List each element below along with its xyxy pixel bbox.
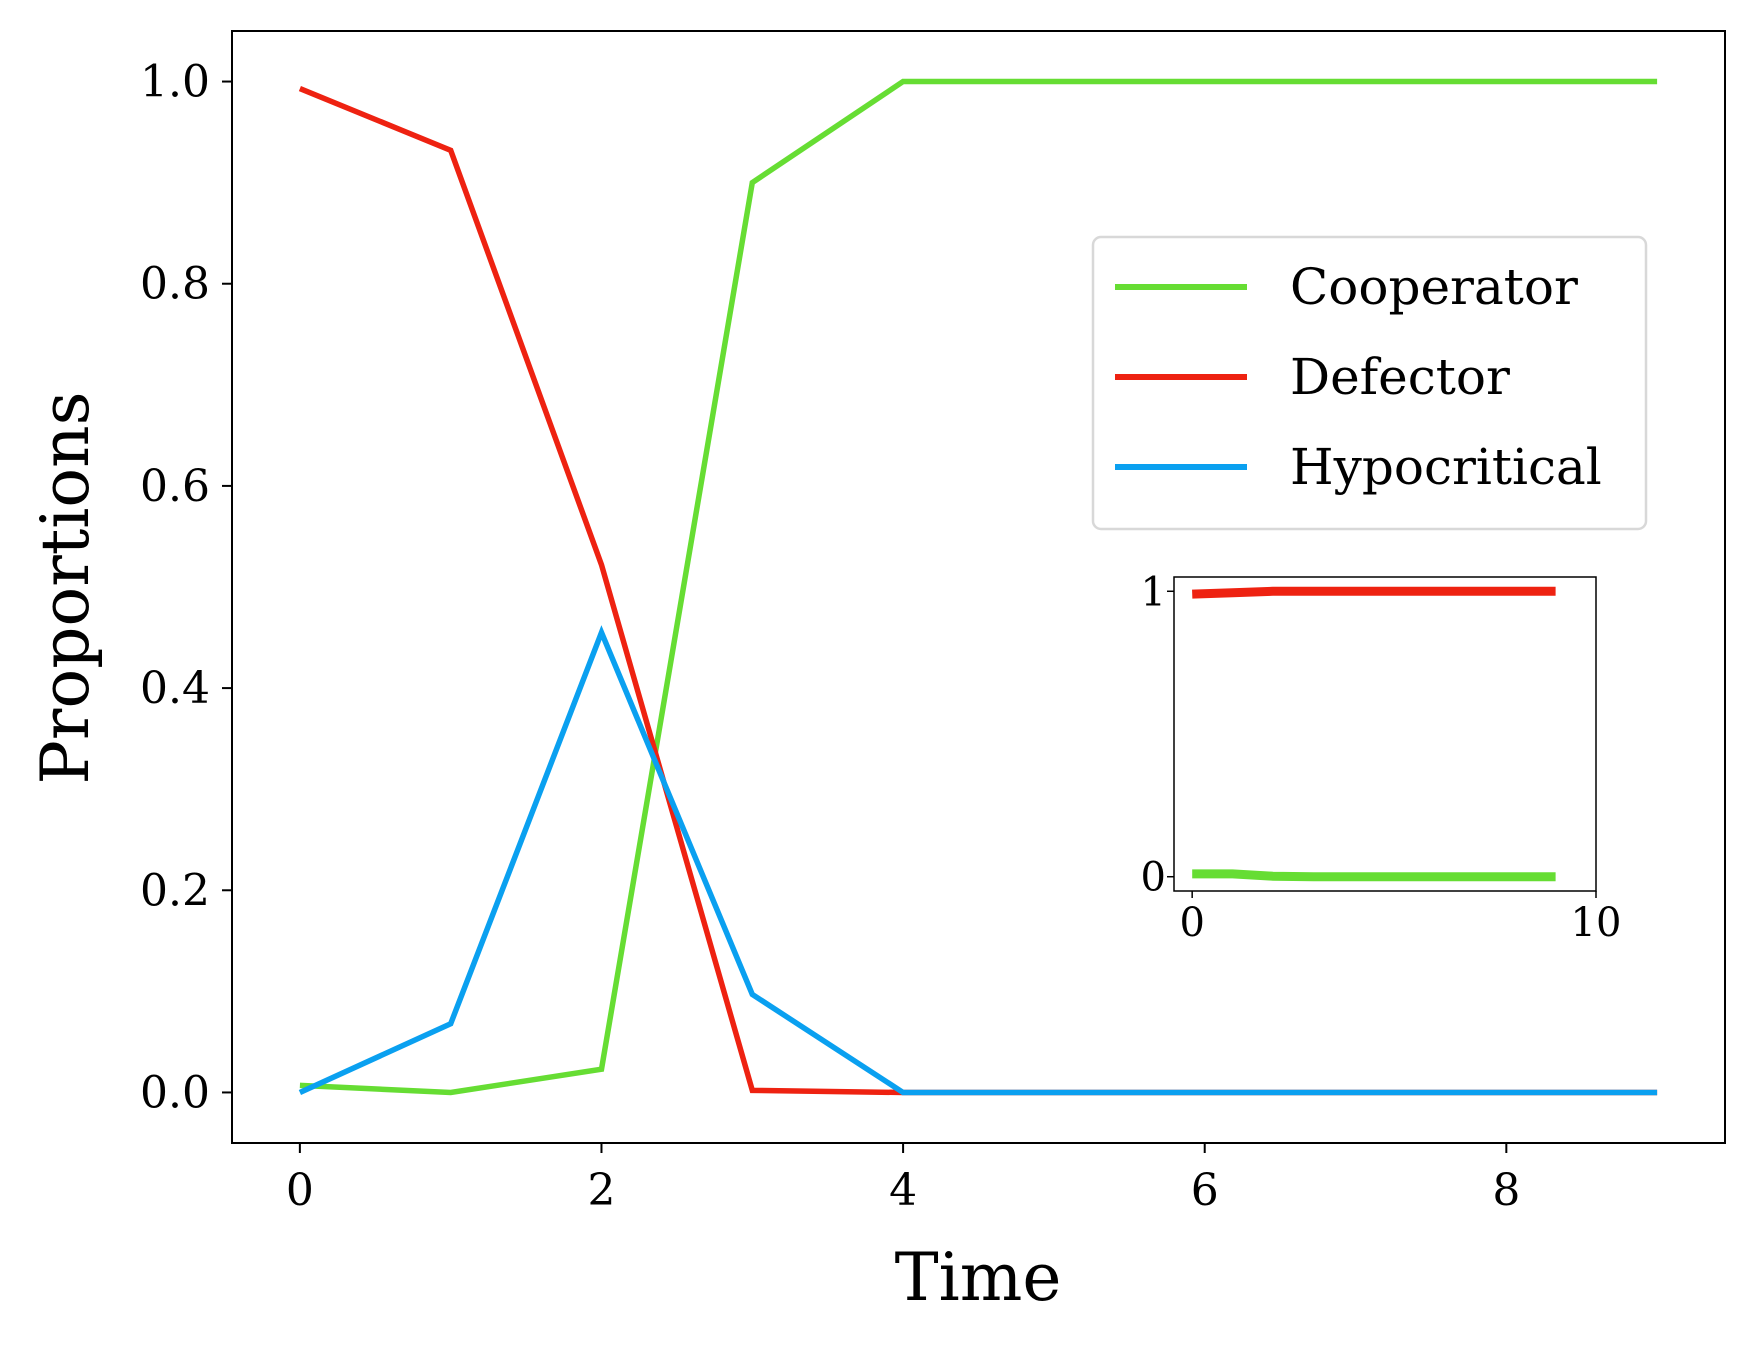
legend: Cooperator Defector Hypocritical [1091, 235, 1648, 531]
legend-label-hypocritical: Hypocritical [1290, 438, 1602, 496]
line-hypocritical [298, 625, 1658, 1096]
inset-x-tick-label: 0 [1179, 900, 1204, 946]
legend-label-defector: Defector [1290, 348, 1510, 406]
main-plot: 0 2 4 6 8 0.0 0.2 0.4 0.6 0.8 1.0 [140, 30, 1726, 1216]
x-axis-label: Time [895, 1239, 1062, 1316]
inset-background [1174, 577, 1596, 891]
inset-line-series-0 [1192, 586, 1556, 599]
x-tick-label: 2 [587, 1165, 615, 1216]
x-tick-label: 4 [889, 1165, 917, 1216]
x-tick-label: 8 [1492, 1165, 1520, 1216]
inset-plot: 0 10 0 1 [1141, 569, 1622, 946]
frame [231, 30, 1726, 1144]
inset-y-tick-label: 1 [1141, 569, 1166, 615]
y-tick-label: 0.0 [140, 1067, 210, 1118]
y-tick-label: 0.4 [140, 663, 210, 714]
y-tick-label: 0.6 [140, 461, 210, 512]
y-tick-label: 1.0 [140, 57, 210, 108]
x-tick-label: 6 [1191, 1165, 1219, 1216]
inset-line-series-1 [1192, 869, 1556, 882]
inset-frame [1173, 576, 1597, 892]
line-cooperator [299, 78, 1658, 1096]
x-tick-label: 0 [286, 1165, 314, 1216]
legend-label-cooperator: Cooperator [1290, 258, 1578, 316]
legend-box [1091, 235, 1648, 531]
y-tick-label: 0.8 [140, 259, 210, 310]
inset-x-tick-label: 10 [1571, 900, 1622, 946]
y-axis-label: Proportions [27, 392, 104, 785]
y-tick-label: 0.2 [140, 865, 210, 916]
inset-y-tick-label: 0 [1141, 855, 1166, 901]
